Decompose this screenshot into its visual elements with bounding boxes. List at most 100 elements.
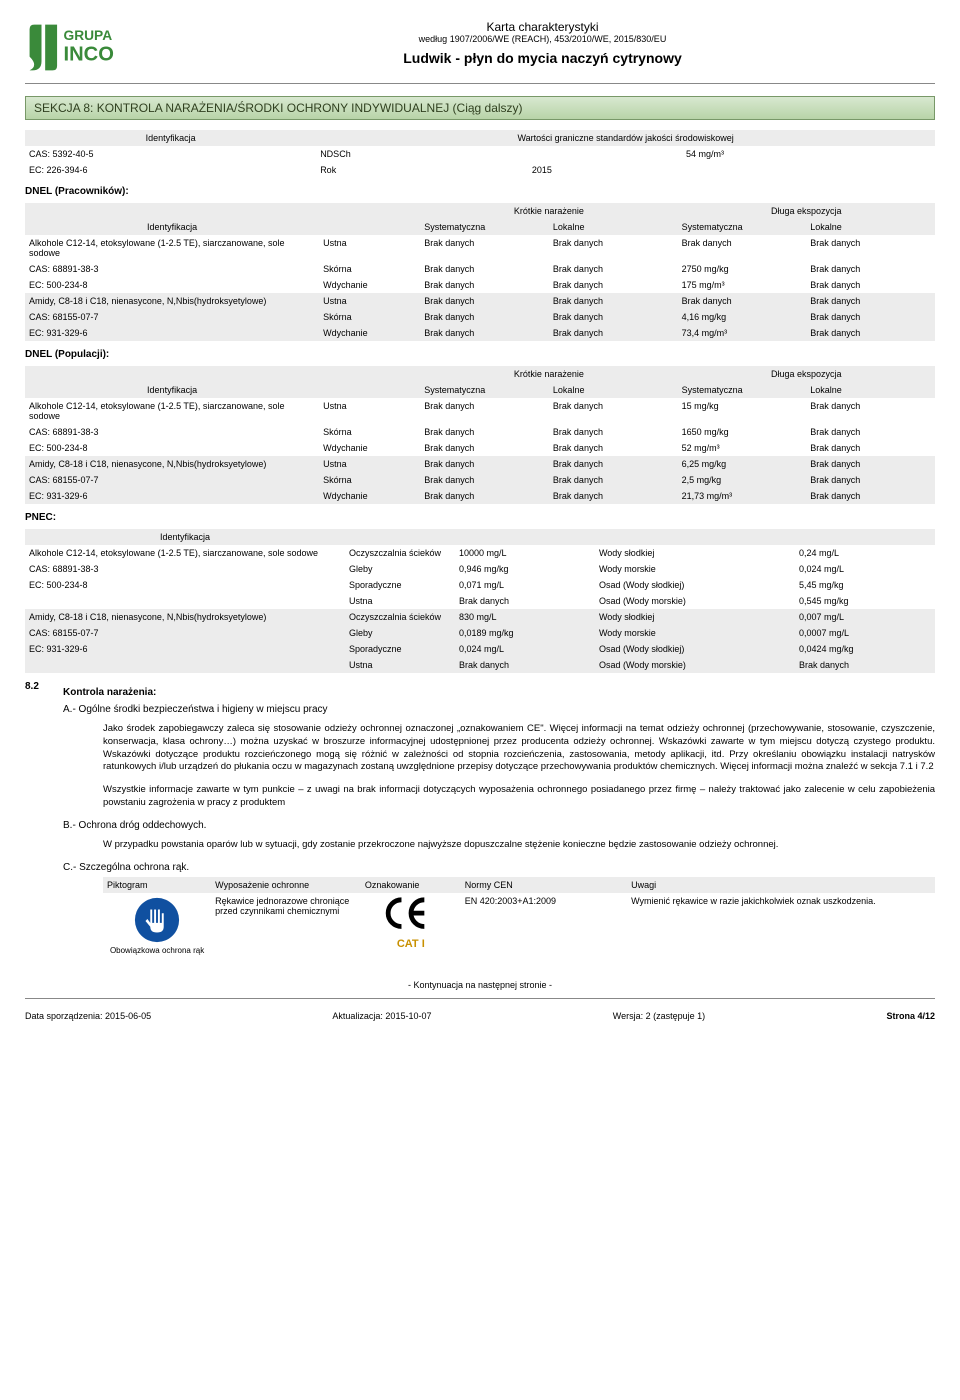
cell: Wody słodkiej [595, 545, 795, 561]
cell: Brak danych [420, 293, 549, 309]
route: Ustna [319, 398, 420, 424]
route: Wdychanie [319, 277, 420, 293]
cell: Brak danych [549, 398, 678, 424]
item-a-p2: Wszystkie informacje zawarte w tym punkc… [103, 784, 935, 810]
cas: CAS: 68891-38-3 [25, 424, 319, 440]
cell: Brak danych [420, 398, 549, 424]
cell: Brak danych [549, 488, 678, 504]
long-exposure: Długa ekspozycja [678, 203, 935, 219]
cell: 0,545 mg/kg [795, 593, 935, 609]
item-b-title: B.- Ochrona dróg oddechowych. [63, 820, 935, 831]
cell: 0,071 mg/L [455, 577, 595, 593]
sub-name: Alkohole C12-14, etoksylowane (1-2.5 TE)… [25, 235, 319, 261]
cell: Brak danych [420, 261, 549, 277]
cell: Brak danych [806, 309, 935, 325]
ec: EC: 931-329-6 [25, 325, 319, 341]
route: Ustna [319, 293, 420, 309]
rok-value: 2015 [528, 162, 682, 178]
doc-subtitle: według 1907/2006/WE (REACH), 453/2010/WE… [150, 34, 935, 44]
cell: Osad (Wody morskie) [595, 657, 795, 673]
dnel-pop-heading: DNEL (Populacji): [25, 349, 935, 360]
ec: EC: 931-329-6 [25, 488, 319, 504]
cas: CAS: 68155-07-7 [25, 472, 319, 488]
ppe-h5: Uwagi [627, 877, 935, 893]
sub-name: Amidy, C8-18 i C18, nienasycone, N,Nbis(… [25, 293, 319, 309]
page-footer: Data sporządzenia: 2015-06-05 Aktualizac… [25, 1011, 935, 1021]
cell: Brak danych [420, 277, 549, 293]
route: Ustna [345, 593, 455, 609]
ec: EC: 500-234-8 [25, 277, 319, 293]
short-exposure: Krótkie narażenie [420, 203, 677, 219]
long-exposure: Długa ekspozycja [678, 366, 935, 382]
ident-col: Identyfikacja [25, 382, 319, 398]
ppe-uwagi: Wymienić rękawice w razie jakichkolwiek … [627, 893, 935, 958]
route: Ustna [319, 235, 420, 261]
pnec-heading: PNEC: [25, 512, 935, 523]
svg-text:INCO: INCO [64, 43, 114, 65]
pictogram-cell: Obowiązkowa ochrona rąk [103, 893, 211, 958]
cell: 830 mg/L [455, 609, 595, 625]
cell: Brak danych [806, 325, 935, 341]
section-82-title: Kontrola narażenia: [63, 687, 935, 698]
col-values: Wartości graniczne standardów jakości śr… [316, 130, 935, 146]
cell: Brak danych [678, 293, 807, 309]
cell: 52 mg/m³ [678, 440, 807, 456]
cell: 10000 mg/L [455, 545, 595, 561]
dnel-pop-table: Krótkie narażenie Długa ekspozycja Ident… [25, 366, 935, 504]
cell: Brak danych [806, 472, 935, 488]
route: Oczyszczalnia ścieków [345, 609, 455, 625]
cell: Brak danych [806, 456, 935, 472]
route: Sporadyczne [345, 577, 455, 593]
footer-divider [25, 998, 935, 999]
sub-name: Alkohole C12-14, etoksylowane (1-2.5 TE)… [25, 398, 319, 424]
cell: Brak danych [420, 235, 549, 261]
cell: Osad (Wody słodkiej) [595, 641, 795, 657]
cas: CAS: 68891-38-3 [25, 261, 319, 277]
section-title-bar: SEKCJA 8: KONTROLA NARAŻENIA/ŚRODKI OCHR… [25, 96, 935, 120]
cell: Brak danych [806, 398, 935, 424]
route: Skórna [319, 261, 420, 277]
lok-col: Lokalne [549, 219, 678, 235]
footer-page: Strona 4/12 [886, 1011, 935, 1021]
cell: Brak danych [549, 424, 678, 440]
ppe-h3: Oznakowanie [361, 877, 461, 893]
cell: 175 mg/m³ [678, 277, 807, 293]
cell: 73,4 mg/m³ [678, 325, 807, 341]
cell: 0,024 mg/L [795, 561, 935, 577]
item-a-title: A.- Ogólne środki bezpieczeństwa i higie… [63, 704, 935, 715]
cell: 6,25 mg/kg [678, 456, 807, 472]
ident-col: Identyfikacja [25, 219, 319, 235]
cell: Brak danych [455, 593, 595, 609]
ec: EC: 500-234-8 [25, 440, 319, 456]
cell: Brak danych [455, 657, 595, 673]
route: Wdychanie [319, 325, 420, 341]
cell: Brak danych [806, 235, 935, 261]
cell: Brak danych [678, 235, 807, 261]
sys-col: Systematyczna [420, 219, 549, 235]
inco-logo: GRUPA INCO [25, 20, 135, 75]
cell: Brak danych [420, 472, 549, 488]
divider [25, 83, 935, 84]
ppe-h1: Piktogram [103, 877, 211, 893]
ec: EC: 931-329-6 [25, 641, 345, 657]
cell: Osad (Wody słodkiej) [595, 577, 795, 593]
cell: Brak danych [420, 488, 549, 504]
cell: 1650 mg/kg [678, 424, 807, 440]
item-b-p: W przypadku powstania oparów lub w sytua… [103, 839, 935, 852]
ec-value: EC: 226-394-6 [25, 162, 316, 178]
ppe-norm: EN 420:2003+A1:2009 [461, 893, 627, 958]
cell: 0,007 mg/L [795, 609, 935, 625]
cell: 0,024 mg/L [455, 641, 595, 657]
cell: Brak danych [806, 293, 935, 309]
route: Oczyszczalnia ścieków [345, 545, 455, 561]
lok-col: Lokalne [549, 382, 678, 398]
route: Skórna [319, 424, 420, 440]
footer-date-updated: Aktualizacja: 2015-10-07 [332, 1011, 431, 1021]
cell: 4,16 mg/kg [678, 309, 807, 325]
lok-col2: Lokalne [806, 382, 935, 398]
cell: Brak danych [806, 424, 935, 440]
item-a-p1: Jako środek zapobiegawczy zaleca się sto… [103, 723, 935, 774]
sub-name: Amidy, C8-18 i C18, nienasycone, N,Nbis(… [25, 609, 345, 625]
cell: Brak danych [806, 277, 935, 293]
route: Wdychanie [319, 488, 420, 504]
